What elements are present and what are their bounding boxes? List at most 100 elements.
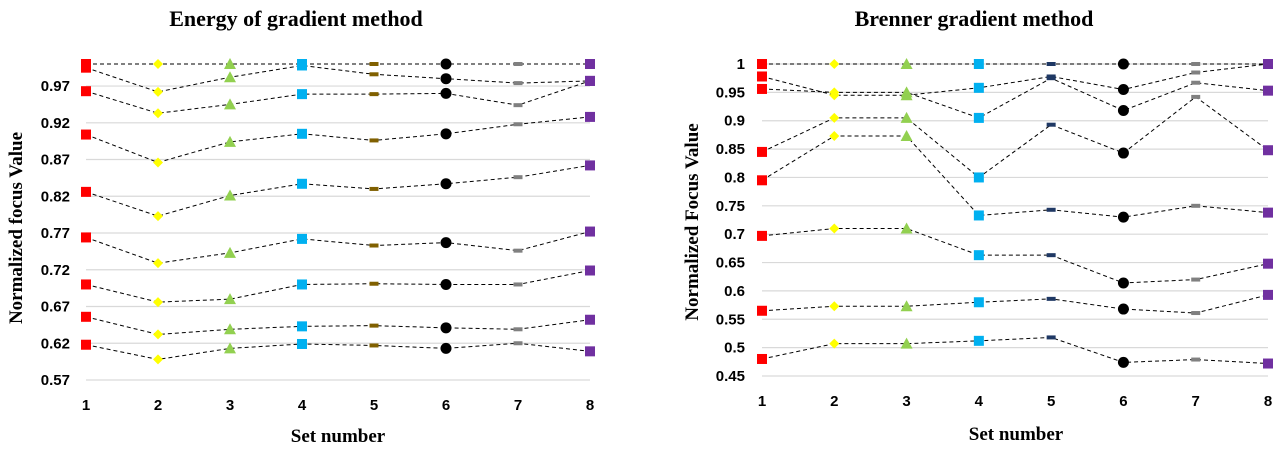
y-tick-labels: 0.57 0.62 0.67 0.72 0.77 0.82 0.87 0.92 0.97 [41, 78, 70, 389]
marker-point [585, 314, 595, 325]
marker-point [1263, 289, 1273, 300]
x-tick-label: 6 [1119, 393, 1127, 410]
marker-point [369, 343, 379, 348]
marker-point [1046, 76, 1056, 81]
x-tick-labels: 1 2 3 4 5 6 7 8 [82, 397, 594, 414]
marker-point [153, 211, 163, 222]
y-tick-label: 0.57 [41, 372, 70, 389]
x-tick-label: 4 [975, 393, 984, 410]
marker-point [369, 186, 379, 191]
marker-point [81, 339, 91, 350]
marker-point [513, 122, 523, 127]
y-tick-label: 0.7 [724, 226, 745, 243]
marker-point [973, 210, 984, 221]
marker-point [153, 157, 163, 168]
y-tick-label: 0.77 [41, 225, 70, 242]
x-tick-label: 8 [586, 397, 594, 414]
marker-point [440, 237, 452, 249]
y-tick-label: 0.9 [724, 113, 745, 130]
series-line [761, 63, 1269, 96]
marker-point [297, 233, 307, 244]
marker-point [973, 82, 984, 93]
marker-point [297, 279, 307, 290]
marker-point [81, 86, 91, 97]
marker-point [513, 62, 523, 66]
gridlines [762, 63, 1268, 377]
marker-point [829, 59, 840, 69]
marker-point [829, 338, 840, 349]
marker-point [1117, 58, 1129, 70]
marker-point [224, 342, 236, 354]
x-tick-label: 3 [226, 397, 234, 414]
marker-point [1046, 253, 1056, 258]
y-tick-label: 0.6 [724, 283, 745, 300]
y-tick-label: 0.82 [41, 188, 70, 205]
chart-title: Brenner gradient method [855, 6, 1094, 31]
marker-point [900, 86, 913, 98]
marker-point [1117, 277, 1129, 289]
marker-point [757, 305, 767, 316]
marker-point [973, 297, 984, 308]
marker-point [757, 230, 767, 241]
marker-point [440, 87, 452, 99]
x-tick-label: 6 [442, 397, 450, 414]
marker-point [153, 354, 163, 365]
marker-point [973, 59, 984, 69]
marker-point [224, 98, 236, 110]
marker-point [1191, 80, 1201, 85]
marker-point [1263, 207, 1273, 218]
marker-point [1191, 311, 1201, 316]
y-tick-label: 0.97 [41, 78, 70, 95]
marker-point [900, 130, 913, 142]
series-line [85, 342, 591, 360]
marker-point [1046, 296, 1056, 301]
x-tick-label: 7 [1192, 393, 1200, 410]
x-axis-label: Set number [969, 424, 1064, 445]
marker-point [297, 60, 307, 71]
y-tick-label: 0.55 [716, 311, 745, 328]
marker-point [1117, 211, 1129, 223]
marker-point [224, 71, 236, 83]
y-tick-label: 0.5 [724, 340, 745, 357]
x-tick-label: 1 [758, 393, 766, 410]
y-tick-label: 0.72 [41, 262, 70, 279]
x-tick-label: 3 [902, 393, 910, 410]
marker-point [369, 62, 379, 66]
marker-point [153, 258, 163, 269]
marker-point [1046, 207, 1056, 212]
marker-point [1263, 85, 1273, 96]
marker-point [81, 279, 91, 290]
marker-point [973, 250, 984, 261]
marker-point [757, 353, 767, 364]
series-line [85, 316, 591, 335]
x-tick-label: 1 [82, 397, 90, 414]
marker-point [369, 323, 379, 328]
marker-point [440, 178, 452, 190]
marker-point [1117, 105, 1129, 117]
marker-point [224, 189, 236, 201]
series-group [81, 58, 595, 365]
marker-point [369, 281, 379, 286]
marker-point [81, 186, 91, 197]
marker-point [757, 146, 767, 157]
y-tick-label: 0.62 [41, 335, 70, 352]
marker-point [440, 128, 452, 140]
y-tick-labels: 0.45 0.5 0.55 0.6 0.65 0.7 0.75 0.8 0.85 0.9 0.95 1 [716, 56, 745, 385]
series-line [761, 77, 1269, 119]
y-tick-label: 0.87 [41, 152, 70, 169]
y-tick-label: 1 [737, 56, 745, 73]
marker-point [1191, 70, 1201, 75]
marker-point [224, 323, 236, 335]
marker-point [153, 86, 163, 97]
y-tick-label: 0.85 [716, 141, 745, 158]
series-line [761, 228, 1269, 284]
brenner-gradient-chart: Brenner gradient method Set number Norma… [682, 6, 1273, 445]
series-line [85, 270, 591, 303]
y-tick-label: 0.65 [716, 255, 745, 272]
marker-point [585, 160, 595, 171]
marker-point [513, 282, 523, 287]
marker-point [440, 342, 452, 354]
marker-point [153, 59, 163, 69]
marker-point [81, 311, 91, 322]
marker-point [224, 246, 236, 258]
